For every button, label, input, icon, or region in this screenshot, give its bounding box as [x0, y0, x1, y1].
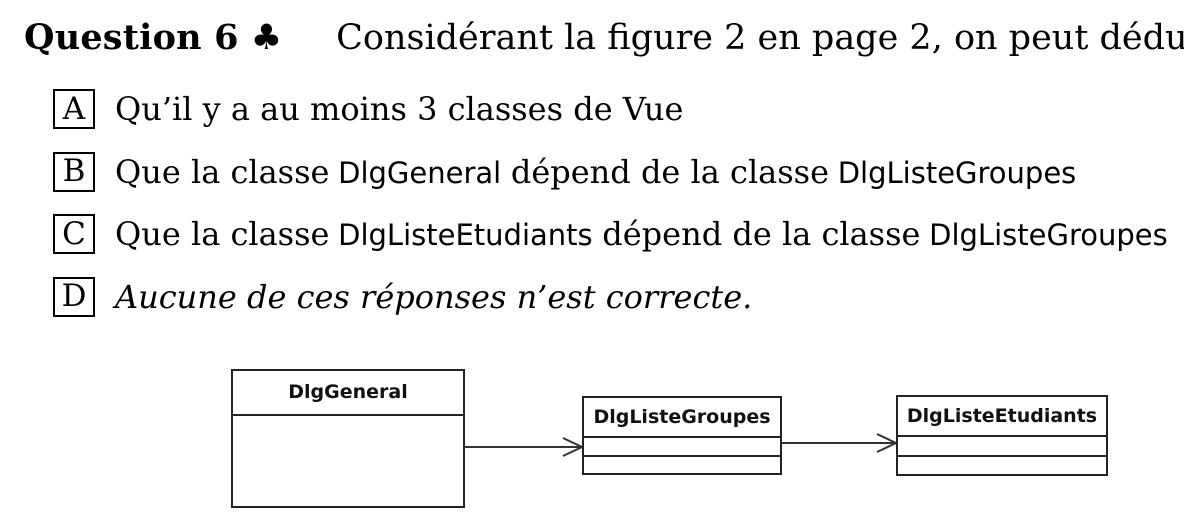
methods-compartment: [898, 457, 1106, 474]
option-b-part-1: Que la classe: [115, 152, 330, 191]
dependency-arrows: [464, 433, 899, 457]
question-prompt: Considérant la figure 2 en page 2, on pe…: [336, 18, 1184, 58]
club-icon: ♣: [250, 18, 283, 58]
option-c-text: Que la classe DlgListeEtudiants dépend d…: [115, 215, 1168, 253]
option-c-part-1: Que la classe: [115, 215, 330, 253]
class-name-dlggeneral: DlgGeneral: [233, 371, 463, 416]
option-b-checkbox[interactable]: B: [53, 151, 95, 192]
option-c[interactable]: C Que la classe DlgListeEtudiants dépend…: [53, 211, 1178, 257]
attributes-compartment: [584, 438, 780, 457]
methods-compartment: [584, 457, 780, 473]
option-c-class-2: DlgListeGroupes: [929, 218, 1168, 252]
option-d-text: Aucune de ces réponses n’est correcte.: [115, 278, 752, 316]
uml-class-dlglisteetudiants: DlgListeEtudiants: [896, 395, 1108, 476]
option-d-sentence: Aucune de ces réponses n’est correcte.: [115, 277, 753, 316]
arrow-groupes-to-etudiants: [782, 433, 899, 453]
class-name-dlglisteetudiants: DlgListeEtudiants: [898, 397, 1106, 437]
arrow-general-to-groupes: [464, 437, 585, 457]
option-a-sentence: Qu’il y a au moins 3 classes de Vue: [115, 90, 684, 128]
option-a-checkbox[interactable]: A: [53, 89, 95, 129]
question-label: Question 6: [24, 17, 239, 58]
uml-class-dlggeneral: DlgGeneral: [231, 369, 465, 508]
attributes-compartment: [898, 437, 1106, 457]
option-b-text: Que la classe DlgGeneral dépend de la cl…: [115, 153, 1076, 191]
option-b-class-2: DlgListeGroupes: [837, 155, 1077, 190]
uml-class-dlglistegroupes: DlgListeGroupes: [582, 396, 782, 475]
option-b-part-2: dépend de la classe: [510, 152, 830, 191]
uml-class-diagram: DlgGeneral DlgListeGroupes DlgListeEtudi…: [230, 368, 1115, 512]
option-c-part-2: dépend de la classe: [602, 215, 921, 253]
option-c-checkbox[interactable]: C: [53, 214, 95, 254]
option-b-class-1: DlgGeneral: [338, 155, 502, 190]
option-a[interactable]: A Qu’il y a au moins 3 classes de Vue: [53, 86, 1178, 132]
option-d-checkbox[interactable]: D: [53, 276, 95, 317]
question-header: Question 6 ♣ Considérant la figure 2 en …: [24, 14, 1184, 62]
option-a-text: Qu’il y a au moins 3 classes de Vue: [115, 90, 683, 128]
class-name-dlglistegroupes: DlgListeGroupes: [584, 398, 780, 438]
answer-options: A Qu’il y a au moins 3 classes de Vue B …: [53, 86, 1178, 336]
option-d[interactable]: D Aucune de ces réponses n’est correcte.: [53, 274, 1178, 320]
option-b[interactable]: B Que la classe DlgGeneral dépend de la …: [53, 149, 1178, 195]
option-c-class-1: DlgListeEtudiants: [338, 218, 593, 252]
